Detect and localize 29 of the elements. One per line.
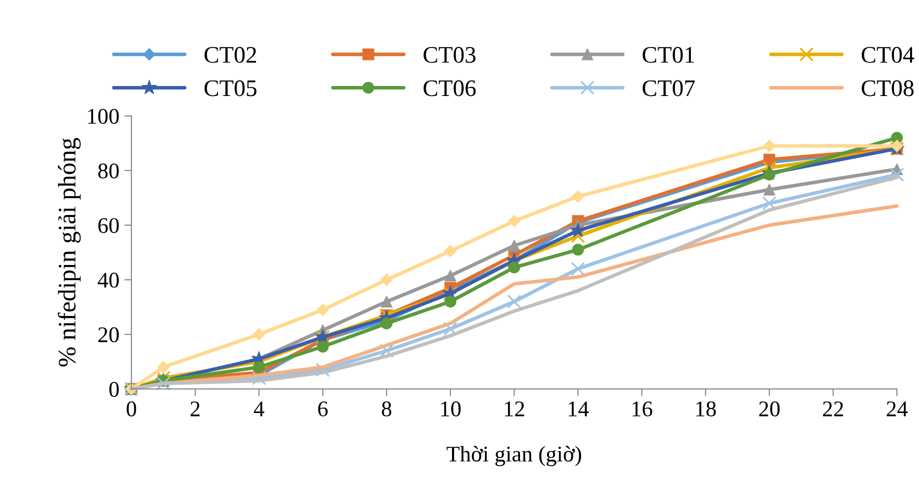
x-tick-label: 18	[696, 401, 716, 416]
legend-label: CT01	[642, 46, 694, 63]
legend-label: CT07	[642, 80, 695, 96]
y-tick-label: 20	[98, 327, 119, 342]
legend-label: CT06	[424, 80, 476, 96]
legend-label: CT08	[862, 80, 914, 96]
x-tick-label: 0	[126, 401, 136, 416]
x-tick-label: 10	[441, 401, 461, 416]
legend-label: CT02	[204, 46, 256, 63]
y-tick-label: 0	[109, 382, 119, 397]
legend-label: CT04	[862, 46, 914, 63]
x-tick-label: 4	[254, 402, 264, 416]
y-tick-label: 40	[98, 272, 119, 288]
legend-label: CT05	[204, 80, 256, 96]
x-axis-title: Thời gian (giờ)	[446, 446, 582, 466]
x-tick-label: 8	[382, 401, 392, 416]
x-tick-label: 20	[759, 401, 780, 416]
x-tick-label: 16	[632, 401, 652, 416]
x-tick-label: 14	[568, 402, 589, 416]
x-tick-label: 6	[318, 401, 328, 416]
x-tick-label: 24	[886, 401, 908, 416]
x-tick-label: 22	[823, 401, 844, 416]
y-tick-label: 60	[98, 218, 119, 234]
x-tick-label: 2	[190, 401, 200, 416]
x-tick-label: 12	[505, 401, 524, 416]
y-tick-label: 80	[98, 163, 119, 178]
legend-label: CT03	[424, 46, 476, 63]
y-axis-title: % nifedipin giải phóng	[58, 138, 81, 366]
y-tick-label: 100	[88, 108, 119, 124]
